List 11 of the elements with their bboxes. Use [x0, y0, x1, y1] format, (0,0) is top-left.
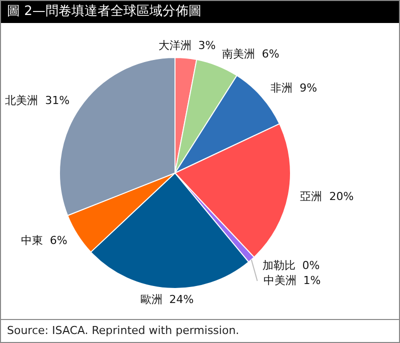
slice-label: 非洲 9%	[270, 82, 318, 95]
slice-label: 中東 6%	[20, 234, 68, 248]
slice-label: 大洋洲 3%	[158, 38, 216, 52]
slice-label: 中美洲 1%	[263, 274, 321, 287]
chart-title: 圖 2—問卷填達者全球區域分佈圖	[1, 1, 399, 23]
slice-label: 亞洲 20%	[300, 190, 354, 203]
slice-label: 歐洲 24%	[140, 293, 194, 306]
category-label: 加勒比 0%	[262, 258, 320, 272]
source-note: Source: ISACA. Reprinted with permission.	[1, 319, 399, 342]
slice-label: 南美洲 6%	[222, 47, 280, 60]
slice-label: 北美洲 31%	[5, 94, 70, 108]
